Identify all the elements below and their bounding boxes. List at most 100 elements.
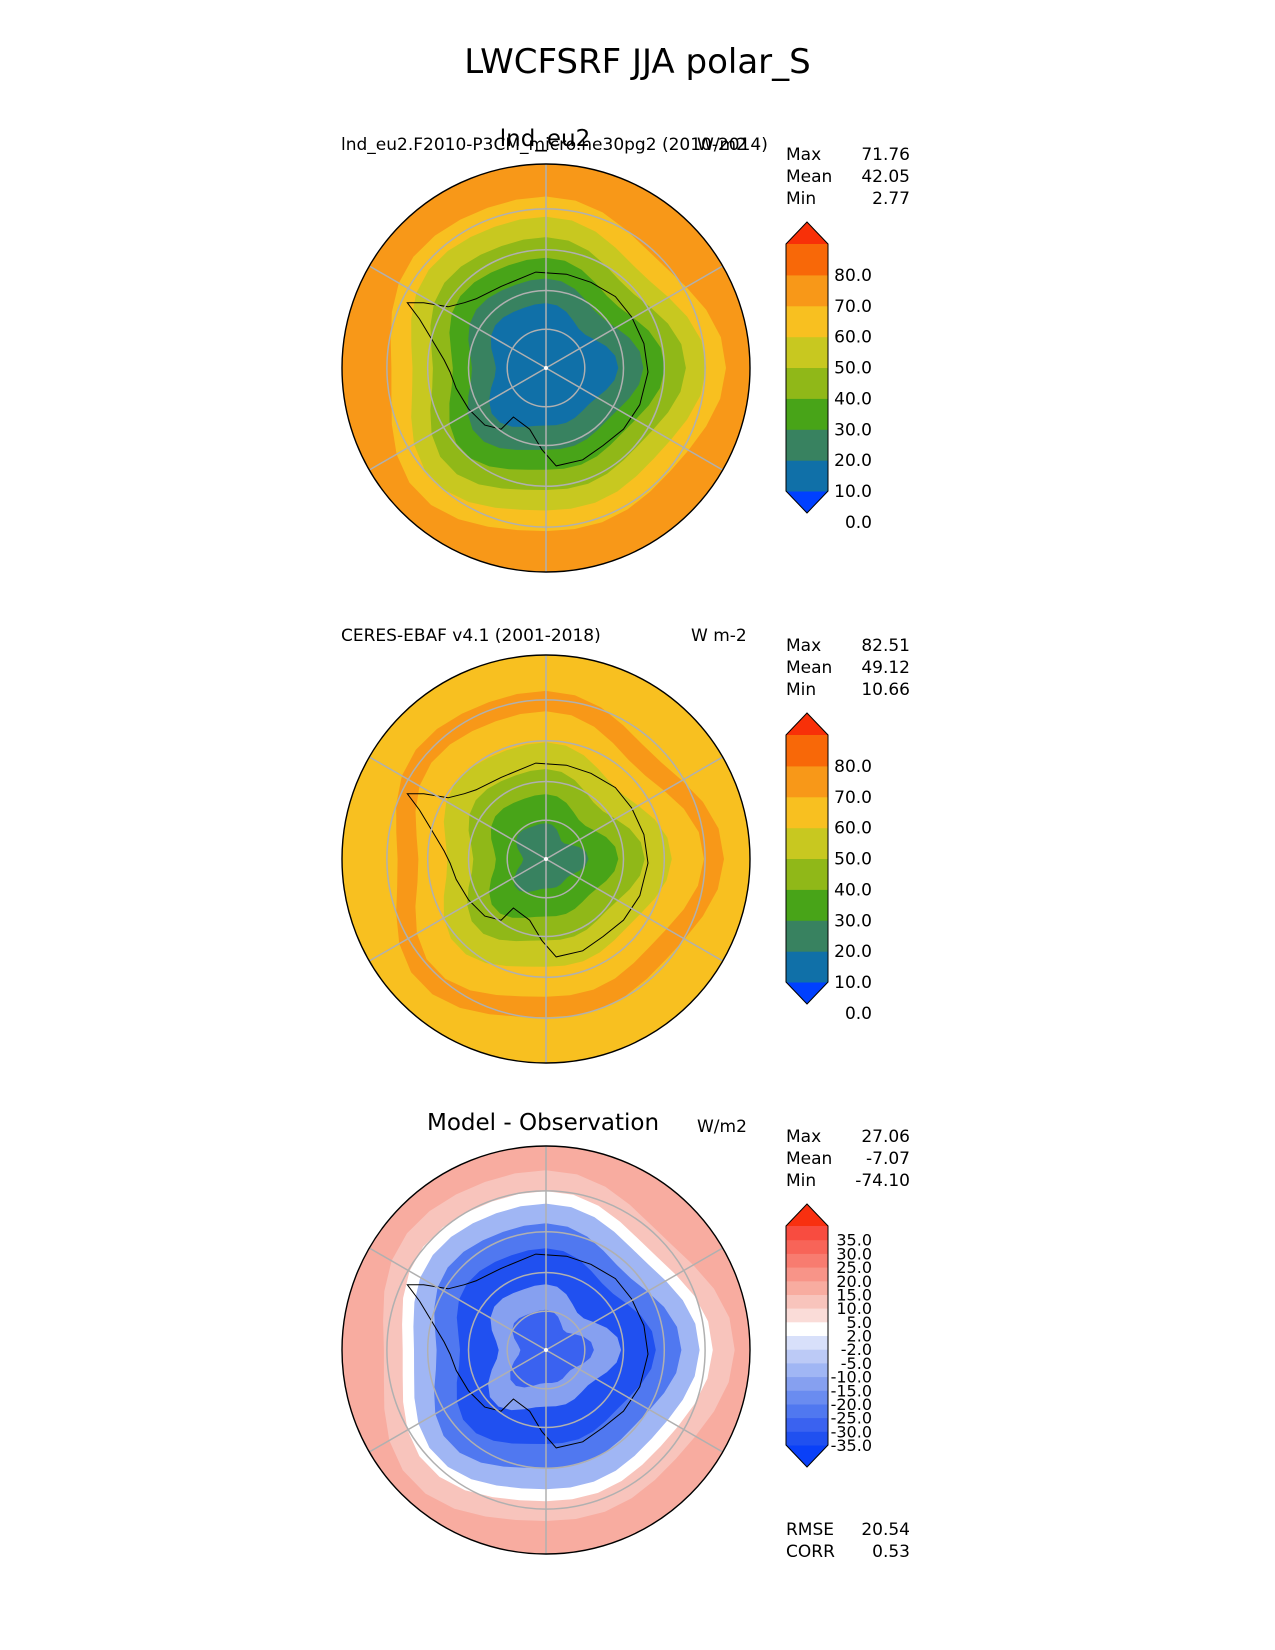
panel2-max-value: 82.51	[861, 636, 910, 656]
panel3-colorbar-tick-label: -35.0	[831, 1436, 872, 1455]
panel1-colorbar-outline	[785, 221, 829, 514]
panel3-colorbar-tick-label: 35.0	[836, 1231, 872, 1250]
panel2-colorbar-tick-label: 70.0	[834, 788, 872, 808]
panel3-colorbar-tick-label: 20.0	[836, 1272, 872, 1291]
panel3-title: Model - Observation	[427, 1110, 660, 1136]
panel2-colorbar-outline	[785, 712, 829, 1005]
panel3-coastline	[406, 1253, 649, 1449]
panel2-lat-circle	[426, 739, 666, 979]
panel3-colorbar-segment	[786, 1376, 828, 1391]
panel3-colorbar-tick-label: -20.0	[831, 1395, 872, 1414]
panel1-colorbar-segment	[786, 244, 828, 276]
panel3-contour-band	[434, 1223, 682, 1469]
panel2-contour-band	[396, 690, 724, 1018]
panel3-pole-marker	[544, 1348, 548, 1352]
panel1-coastline	[406, 271, 649, 467]
panel1-mean-value: 42.05	[861, 167, 910, 187]
panel3-mean-value: -7.07	[866, 1149, 910, 1169]
panel3-colorbar-tick-label: -15.0	[831, 1381, 872, 1400]
panel3-corr-value: 0.53	[872, 1542, 910, 1562]
panel1-max-label: Max	[786, 145, 822, 165]
panel2-contour-band	[514, 823, 589, 893]
panel1-contour-band	[390, 196, 726, 532]
panel2-max-label: Max	[786, 636, 822, 656]
panel2-colorbar-tick-label: 50.0	[834, 850, 872, 870]
panel1-colorbar-segment	[786, 336, 828, 368]
panel3-colorbar-segment	[786, 1239, 828, 1254]
panel2-meridian	[545, 858, 724, 962]
panel3-meridian	[545, 1247, 724, 1351]
panel3-colorbar-tick-label: -10.0	[831, 1368, 872, 1387]
panel1-colorbar-segment	[786, 367, 828, 399]
panel3-colorbar-segment	[786, 1294, 828, 1309]
panel1-colorbar-max-extend	[786, 222, 828, 244]
panel1-colorbar-segment	[786, 429, 828, 461]
panel1-colorbar-tick-label: 80.0	[834, 266, 872, 286]
panel1-units: W/m2	[697, 135, 747, 155]
panel3-lat-circle	[426, 1230, 666, 1470]
panel1-colorbar-segment	[786, 460, 828, 492]
panel2-min-label: Min	[786, 680, 817, 700]
panel3-min-value: -74.10	[855, 1171, 910, 1191]
panel2-colorbar-segment	[786, 796, 828, 829]
figure-title: LWCFSRF JJA polar_S	[464, 42, 811, 82]
panel3-contour-band	[402, 1191, 713, 1502]
panel2-colorbar-max-extend	[786, 713, 828, 735]
panel2-coastline	[406, 762, 649, 958]
panel3-lat-circle	[386, 1190, 706, 1510]
panel1-colorbar-tick-label: 50.0	[834, 359, 872, 379]
panel3-mean-label: Mean	[786, 1149, 833, 1169]
panel2-field	[342, 655, 750, 1063]
panel2-colorbar-tick-label: 30.0	[834, 911, 872, 931]
panel3-colorbar-tick-label: 2.0	[847, 1327, 872, 1346]
panel3-max-label: Max	[786, 1127, 822, 1147]
panel1-meridian	[368, 367, 547, 471]
panel1-colorbar-tick-label: 70.0	[834, 297, 872, 317]
panel3-colorbar-segment	[786, 1253, 828, 1268]
panel3-colorbar-segment	[786, 1280, 828, 1295]
panel1-colorbar-min-extend	[786, 491, 828, 513]
panel1-contour-band	[489, 303, 619, 427]
panel2-colorbar-tick-label: 80.0	[834, 757, 872, 777]
panel3-colorbar-tick-label: -5.0	[841, 1354, 872, 1373]
panel3-colorbar-segment	[786, 1308, 828, 1323]
panel1-lat-circle	[467, 289, 625, 447]
panel1-colorbar-tick-label: 20.0	[834, 451, 872, 471]
panel1-colorbar-tick-label: 0.0	[845, 513, 872, 533]
panel1-map-boundary	[341, 163, 751, 573]
panel1-colorbar-segment	[786, 305, 828, 338]
panel1-lat-circle	[386, 208, 706, 528]
panel1-pole-marker	[544, 366, 548, 370]
panel2-colorbar-segment	[786, 765, 828, 798]
panel3-rmse-label: RMSE	[786, 1520, 835, 1540]
panel3-colorbar-segment	[786, 1349, 828, 1364]
panel1-colorbar-segment	[786, 398, 828, 430]
panel2-lat-circle	[506, 819, 586, 899]
panel2-pole-marker	[544, 857, 548, 861]
panel1-colorbar-tick-label: 40.0	[834, 389, 872, 409]
panel1-max-value: 71.76	[861, 145, 910, 165]
panel1-case-label: lnd_eu2.F2010-P3CM_micro.ne30pg2 (2010-2…	[341, 135, 768, 155]
panel1-colorbar-segment	[786, 274, 828, 307]
panel3-lat-circle	[467, 1271, 625, 1429]
panel2-colorbar-segment	[786, 735, 828, 767]
panel1-colorbar-tick-label: 30.0	[834, 420, 872, 440]
panel3-contour-band	[342, 1146, 750, 1554]
panel1-meridian	[545, 265, 724, 369]
panel1-min-label: Min	[786, 189, 817, 209]
panel2-colorbar-segment	[786, 827, 828, 859]
panel3-field	[342, 1146, 750, 1554]
panel3-contour-band	[510, 1309, 594, 1388]
panel1-contour-band	[467, 278, 644, 450]
panel2-units: W m-2	[691, 626, 747, 646]
panel3-colorbar-segment	[786, 1403, 828, 1419]
panel2-mean-label: Mean	[786, 658, 833, 678]
panel3-colorbar-segment	[786, 1267, 828, 1282]
panel3-lat-circle	[506, 1310, 586, 1390]
panel2-meridian	[368, 756, 547, 860]
panel3-colorbar-tick-label: 5.0	[847, 1313, 872, 1332]
